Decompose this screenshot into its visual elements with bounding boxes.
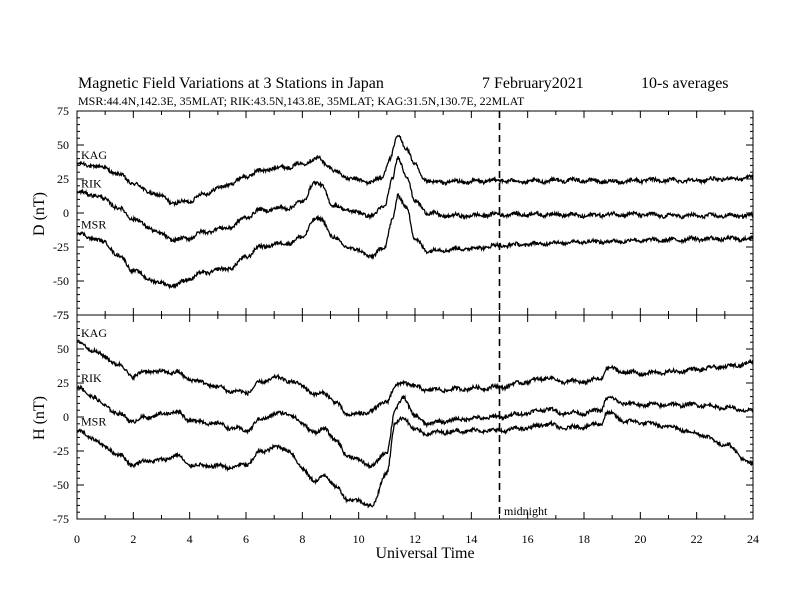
x-tick-label: 0	[74, 532, 80, 546]
y-tick-label: -50	[53, 274, 69, 288]
x-axis-label: Universal Time	[375, 545, 474, 562]
y-tick-label: -25	[53, 240, 69, 254]
x-tick-label: 24	[747, 532, 759, 546]
station-subtitle: MSR:44.4N,142.3E, 35MLAT; RIK:43.5N,143.…	[78, 94, 525, 108]
y-axis-label-d: D (nT)	[31, 192, 48, 236]
x-tick-label: 10	[353, 532, 365, 546]
series-line-kag	[76, 134, 754, 208]
y-tick-label: 0	[63, 410, 69, 424]
series-line-rik	[76, 155, 754, 243]
series-label-rik: RIK	[81, 371, 102, 385]
series-line-msr	[76, 192, 754, 290]
y-tick-label: 75	[57, 104, 69, 118]
x-tick-label: 12	[409, 532, 421, 546]
y-axis-label-h: H (nT)	[31, 396, 48, 440]
x-tick-label: 14	[465, 532, 477, 546]
y-tick-label: 25	[57, 376, 69, 390]
x-tick-label: 8	[299, 532, 305, 546]
figure-averaging: 10-s averages	[641, 75, 729, 92]
x-tick-label: 2	[130, 532, 136, 546]
series-label-kag: KAG	[81, 148, 107, 162]
series-line-kag	[76, 339, 754, 418]
midnight-label: midnight	[504, 504, 548, 518]
series-line-msr	[76, 408, 754, 509]
figure-date: 7 February2021	[482, 75, 584, 92]
x-tick-label: 22	[691, 532, 703, 546]
x-tick-label: 4	[187, 532, 193, 546]
y-tick-label: -25	[53, 444, 69, 458]
figure-title: Magnetic Field Variations at 3 Stations …	[78, 75, 384, 92]
x-tick-label: 20	[634, 532, 646, 546]
x-tick-label: 16	[522, 532, 534, 546]
y-tick-label: -50	[53, 478, 69, 492]
y-tick-label: 25	[57, 172, 69, 186]
x-tick-label: 6	[243, 532, 249, 546]
d-component-panel: -75 -50 -25 0 25 50 75 KAG RIK MSR	[53, 104, 754, 322]
series-label-msr: MSR	[81, 415, 106, 429]
y-tick-label: -75	[53, 512, 69, 526]
series-label-kag: KAG	[81, 326, 107, 340]
x-tick-label: 18	[578, 532, 590, 546]
series-label-rik: RIK	[81, 177, 102, 191]
y-tick-label: 75	[57, 308, 69, 322]
y-tick-label: 50	[57, 342, 69, 356]
y-tick-label: 0	[63, 206, 69, 220]
series-line-rik	[76, 384, 754, 470]
y-tick-label: 50	[57, 138, 69, 152]
y-tick-label: -75	[53, 308, 69, 322]
series-label-msr: MSR	[81, 217, 106, 231]
